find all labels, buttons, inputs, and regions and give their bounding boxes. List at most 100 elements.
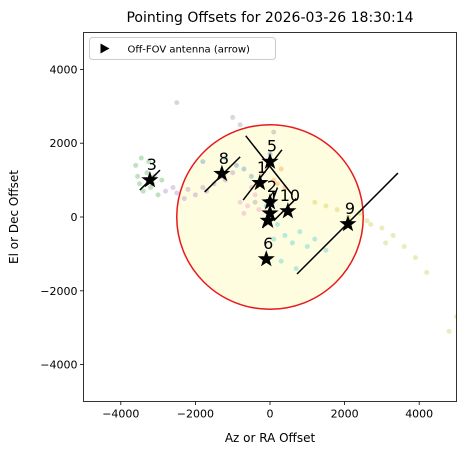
- point: [323, 203, 329, 209]
- point: [174, 100, 180, 106]
- point: [241, 210, 247, 216]
- point: [278, 166, 284, 172]
- point: [252, 192, 258, 198]
- y-tick-label: −2000: [40, 285, 77, 298]
- point: [274, 181, 280, 187]
- chart-title: Pointing Offsets for 2026-03-26 18:30:14: [126, 10, 413, 26]
- overlay: 12 3 4 5 6 7 8 9 10 −4000 −2000 0 2000 4000 −4000 −2000…: [40, 32, 457, 421]
- point: [245, 203, 251, 209]
- point: [237, 199, 243, 205]
- point: [274, 221, 280, 227]
- y-axis-label: El or Dec Offset: [7, 170, 21, 264]
- point: [297, 229, 303, 235]
- point: [271, 129, 277, 135]
- point: [148, 184, 154, 190]
- point: [412, 255, 418, 261]
- point: [424, 269, 430, 275]
- antenna-marker: [279, 202, 297, 219]
- point: [364, 218, 370, 224]
- point: [200, 159, 206, 165]
- point: [230, 170, 236, 176]
- point: [211, 181, 217, 187]
- antenna-marker: [257, 250, 275, 267]
- x-tick-label: −2000: [177, 408, 214, 421]
- antenna-marker: [251, 173, 269, 191]
- point: [390, 232, 396, 238]
- point: [181, 196, 187, 202]
- point: [312, 199, 318, 205]
- point: [271, 177, 277, 183]
- point: [159, 177, 165, 183]
- antenna-marker: [261, 152, 279, 169]
- legend-box: [89, 37, 276, 60]
- point: [170, 184, 176, 190]
- point: [304, 244, 310, 250]
- point: [446, 328, 452, 334]
- point: [135, 173, 141, 179]
- point: [230, 114, 236, 120]
- point: [233, 162, 239, 168]
- antenna-label: 4: [267, 188, 277, 207]
- antenna-label: 10: [280, 186, 300, 205]
- antenna-label: 5: [267, 137, 277, 156]
- point: [293, 266, 299, 272]
- point: [312, 236, 318, 242]
- point: [192, 192, 198, 198]
- point: [174, 190, 180, 196]
- point: [383, 240, 389, 246]
- antenna-label: 8: [219, 149, 229, 168]
- point: [368, 221, 374, 227]
- point: [278, 258, 284, 264]
- antenna-label: 2: [267, 177, 277, 196]
- antenna-label: 9: [345, 199, 355, 218]
- point: [256, 207, 262, 213]
- antenna-marker: [339, 215, 357, 232]
- point: [271, 236, 277, 242]
- x-axis-label: Az or RA Offset: [225, 431, 316, 445]
- antenna-marker: [259, 211, 277, 228]
- antenna-marker: [141, 171, 159, 188]
- y-tick-label: 4000: [50, 63, 78, 76]
- antenna-label: 1: [257, 158, 267, 177]
- point: [248, 173, 254, 179]
- point: [237, 122, 243, 128]
- point: [138, 155, 144, 161]
- point: [140, 188, 146, 194]
- point: [282, 232, 288, 238]
- point: [334, 207, 340, 213]
- y-tick-label: 0: [71, 211, 78, 224]
- point: [163, 188, 169, 194]
- point: [323, 247, 329, 253]
- y-tick-label: −4000: [40, 359, 77, 372]
- point: [146, 159, 152, 165]
- plot-area: [133, 100, 457, 334]
- point: [144, 170, 150, 176]
- point: [222, 155, 228, 161]
- y-tick-label: 2000: [50, 137, 78, 150]
- x-tick-label: 2000: [331, 408, 359, 421]
- point: [204, 188, 210, 194]
- point: [401, 244, 407, 250]
- point: [289, 240, 295, 246]
- antenna-marker: [261, 193, 279, 210]
- point: [252, 199, 258, 205]
- legend-marker: [100, 43, 110, 54]
- x-tick-label: 4000: [405, 408, 433, 421]
- x-tick-label: −4000: [102, 408, 139, 421]
- point: [241, 166, 247, 172]
- antenna-marker: [213, 164, 231, 182]
- point: [136, 181, 142, 187]
- point: [454, 314, 457, 320]
- antenna-label: 7: [265, 196, 275, 215]
- vector-line: [242, 149, 283, 201]
- legend-label: Off-FOV antenna (arrow): [128, 45, 251, 56]
- antenna-marker: [261, 204, 279, 221]
- point: [379, 225, 385, 231]
- point: [155, 192, 161, 198]
- x-tick-label: 0: [267, 408, 274, 421]
- point: [200, 184, 206, 190]
- point: [133, 162, 139, 168]
- point: [185, 186, 191, 192]
- antenna-label: 6: [263, 234, 273, 253]
